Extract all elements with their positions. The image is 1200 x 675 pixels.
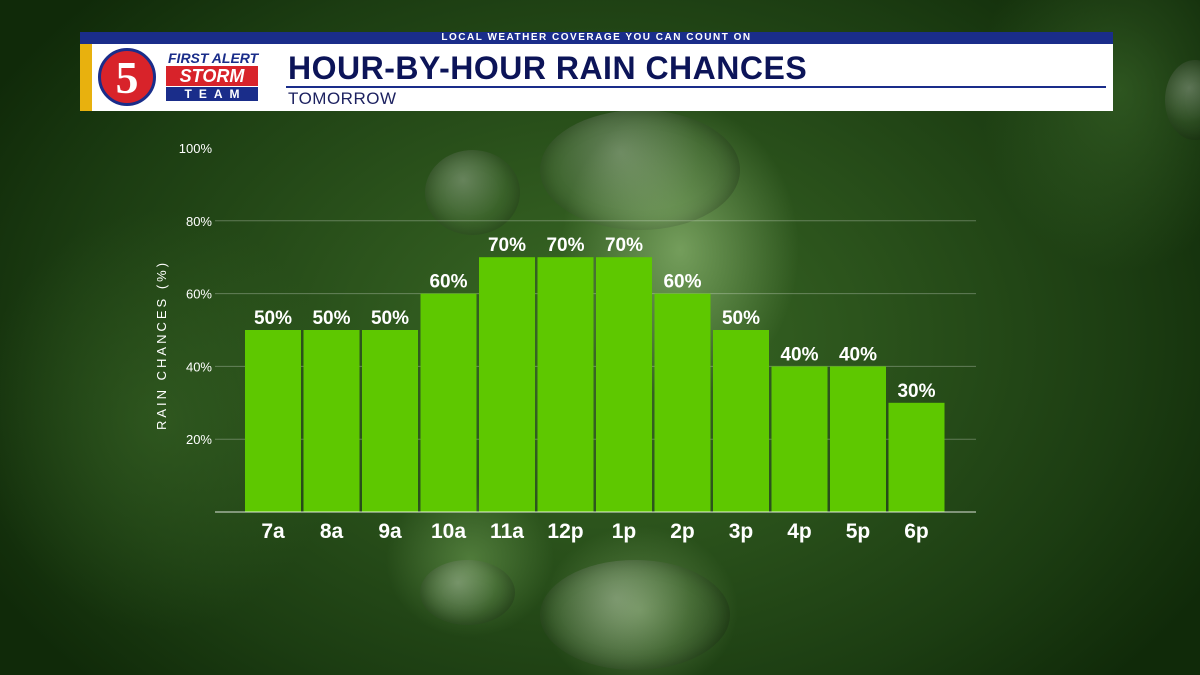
bar-value-label: 50%: [312, 308, 350, 329]
x-tick-label: 8a: [320, 520, 344, 543]
bar-value-label: 30%: [897, 381, 935, 402]
bar-value-label: 50%: [371, 308, 409, 329]
background-droplet: [540, 110, 740, 230]
bar-value-label: 50%: [254, 308, 292, 329]
logo-number: 5: [115, 52, 139, 103]
bar-6p: [888, 402, 945, 512]
y-tick-label: 40%: [186, 359, 212, 374]
x-tick-label: 9a: [378, 520, 402, 543]
background-droplet: [420, 560, 515, 625]
bar-value-label: 60%: [663, 272, 701, 293]
bar-value-label: 70%: [488, 235, 526, 256]
bar-value-label: 50%: [722, 308, 760, 329]
x-tick-label: 2p: [670, 520, 695, 543]
station-logo: 5 FIRST ALERT STORM TEAM: [80, 44, 270, 111]
y-axis-title: RAIN CHANCES (%): [154, 260, 169, 430]
page-subtitle: TOMORROW: [288, 89, 397, 108]
bar-10a: [420, 293, 477, 512]
bar-11a: [479, 257, 535, 512]
x-tick-label: 10a: [431, 520, 466, 543]
logo-storm: STORM: [166, 66, 258, 86]
bar-3p: [713, 330, 769, 512]
x-tick-label: 12p: [547, 520, 583, 543]
tagline-banner: LOCAL WEATHER COVERAGE YOU CAN COUNT ON: [80, 32, 1113, 44]
bar-value-label: 40%: [780, 344, 818, 365]
header-panel: 5 FIRST ALERT STORM TEAM HOUR-BY-HOUR RA…: [80, 44, 1113, 111]
y-tick-label: 60%: [186, 287, 212, 302]
x-axis-labels: 7a 8a 9a 10a 11a 12p 1p 2p 3p 4p 5p 6p: [261, 520, 928, 543]
bar-1p: [596, 257, 652, 512]
bar-5p: [830, 366, 886, 512]
bar-4p: [771, 366, 828, 512]
x-tick-label: 7a: [261, 520, 285, 543]
x-tick-label: 6p: [904, 520, 929, 543]
logo-team: TEAM: [166, 87, 258, 101]
x-tick-label: 5p: [846, 520, 871, 543]
y-axis-ticks: 20% 40% 60% 80% 100%: [179, 141, 213, 447]
bar-value-label: 70%: [546, 235, 584, 256]
bar-value-label: 60%: [429, 272, 467, 293]
bar-8a: [303, 330, 360, 512]
logo-first-alert: FIRST ALERT: [168, 50, 259, 66]
bars: 50% 50% 50% 60% 70% 70% 70% 60% 50% 40% 40% 30%: [245, 235, 945, 512]
bar-value-label: 40%: [839, 344, 877, 365]
background-droplet: [425, 150, 520, 235]
bar-9a: [362, 330, 418, 512]
logo-badge: 5: [98, 48, 156, 106]
x-tick-label: 3p: [729, 520, 754, 543]
background-droplet: [540, 560, 730, 670]
y-tick-label: 100%: [179, 141, 213, 156]
title-divider: [286, 86, 1106, 88]
x-tick-label: 4p: [787, 520, 812, 543]
y-tick-label: 80%: [186, 214, 212, 229]
x-tick-label: 11a: [490, 520, 524, 543]
bar-2p: [654, 293, 711, 512]
bar-7a: [245, 330, 301, 512]
bar-12p: [537, 257, 594, 512]
x-tick-label: 1p: [612, 520, 637, 543]
page-title: HOUR-BY-HOUR RAIN CHANCES: [288, 50, 808, 86]
bar-value-label: 70%: [605, 235, 643, 256]
y-tick-label: 20%: [186, 432, 212, 447]
